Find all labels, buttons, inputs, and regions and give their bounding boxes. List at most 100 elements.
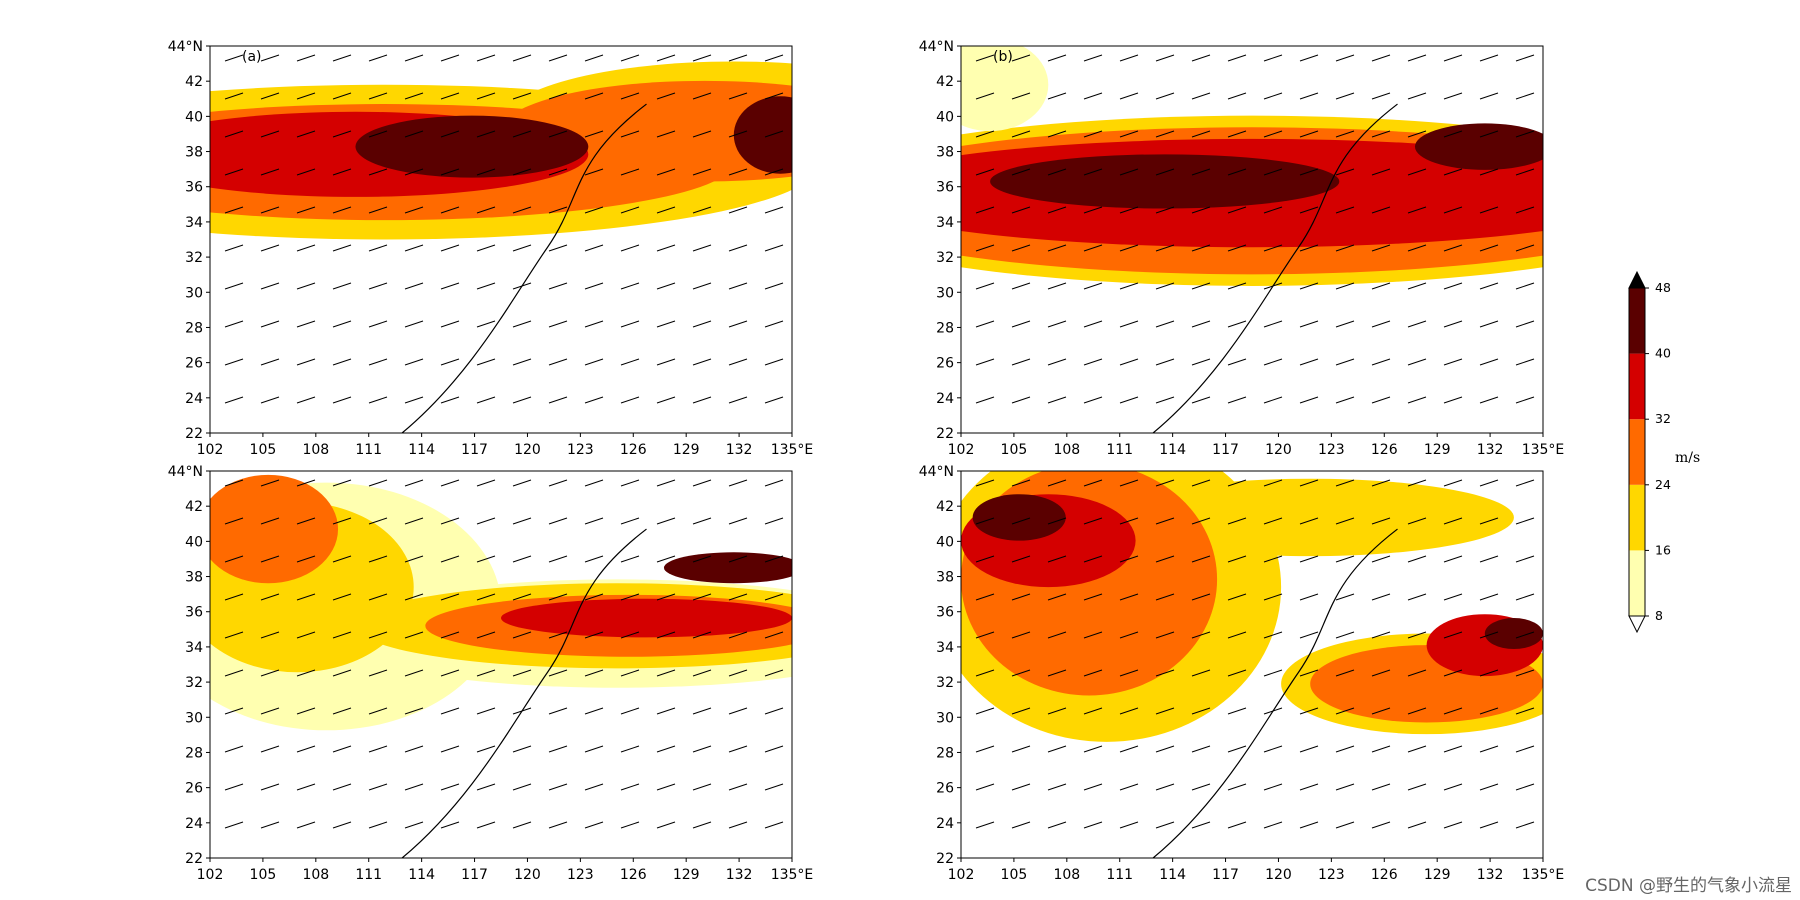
wind-barb: [440, 631, 460, 639]
wind-barb: [1263, 783, 1283, 791]
wind-barb: [1011, 244, 1031, 252]
wind-barb: [512, 479, 532, 487]
wind-barb: [368, 320, 388, 328]
wind-barb: [1335, 593, 1355, 601]
wind-barb: [1479, 92, 1499, 100]
x-tick-label: 108: [1053, 867, 1080, 883]
wind-barb: [368, 130, 388, 138]
x-tick-label: 111: [355, 442, 382, 458]
wind-barb: [975, 707, 995, 715]
wind-barb: [975, 396, 995, 404]
wind-speed-fill: [990, 154, 1340, 209]
wind-barb: [332, 206, 352, 214]
wind-barb: [656, 821, 676, 829]
wind-barb: [1335, 707, 1355, 715]
wind-barb: [1299, 54, 1319, 62]
wind-barb: [440, 745, 460, 753]
wind-barb: [1515, 631, 1535, 639]
wind-barb: [1407, 745, 1427, 753]
wind-barb: [476, 320, 496, 328]
wind-barb: [1155, 479, 1175, 487]
y-tick-label: 24: [185, 816, 203, 832]
wind-barb: [764, 244, 784, 252]
wind-barb: [1263, 555, 1283, 563]
wind-barb: [1083, 517, 1103, 525]
x-tick-label: 105: [250, 867, 277, 883]
wind-barb: [260, 745, 280, 753]
wind-barb: [1155, 282, 1175, 290]
wind-barb: [764, 783, 784, 791]
wind-barb: [1335, 821, 1355, 829]
wind-barb: [728, 244, 748, 252]
wind-barb: [656, 669, 676, 677]
wind-barb: [1119, 631, 1139, 639]
wind-barb: [476, 593, 496, 601]
wind-barb: [1479, 669, 1499, 677]
wind-barb: [584, 821, 604, 829]
y-tick-label: 24: [936, 391, 954, 407]
wind-barb: [368, 282, 388, 290]
wind-barb: [1335, 745, 1355, 753]
wind-barb: [1443, 320, 1463, 328]
wind-barb: [1263, 631, 1283, 639]
wind-barb: [1047, 358, 1067, 366]
wind-barb: [548, 479, 568, 487]
wind-barb: [1335, 244, 1355, 252]
wind-barb: [1047, 320, 1067, 328]
wind-barb: [1479, 783, 1499, 791]
y-tick-label: 44°N: [919, 39, 954, 55]
map-panel-d: 102 105 108 111 114 117 120 123 126 129 132 135°E 22…: [919, 464, 1565, 883]
wind-barb: [1227, 54, 1247, 62]
wind-barb: [1119, 54, 1139, 62]
wind-barb: [764, 320, 784, 328]
wind-barb: [764, 707, 784, 715]
wind-barb: [332, 669, 352, 677]
wind-barb: [1407, 707, 1427, 715]
wind-barb: [656, 244, 676, 252]
wind-speed-fill: [1106, 478, 1514, 557]
wind-barb: [1119, 282, 1139, 290]
wind-barb: [620, 282, 640, 290]
colorbar-tick-label: 32: [1655, 411, 1671, 426]
wind-barb: [1011, 358, 1031, 366]
wind-barb: [1299, 555, 1319, 563]
wind-barb: [975, 745, 995, 753]
wind-barb: [260, 396, 280, 404]
wind-barb: [1371, 54, 1391, 62]
x-tick-label: 126: [1371, 442, 1398, 458]
wind-barb: [1515, 669, 1535, 677]
wind-speed-fill: [733, 96, 792, 174]
wind-barb: [440, 206, 460, 214]
wind-barb: [404, 130, 424, 138]
wind-barb: [1371, 282, 1391, 290]
wind-barb: [975, 821, 995, 829]
wind-barb: [1191, 206, 1211, 214]
wind-barb: [620, 745, 640, 753]
wind-barb: [512, 320, 532, 328]
wind-barb: [1119, 320, 1139, 328]
wind-barb: [260, 821, 280, 829]
y-tick-label: 38: [185, 145, 203, 161]
colorbar-segment: [1629, 419, 1645, 485]
wind-barb: [1263, 130, 1283, 138]
wind-barb: [584, 54, 604, 62]
wind-barb: [1047, 92, 1067, 100]
wind-barb: [1515, 555, 1535, 563]
wind-barb: [1047, 54, 1067, 62]
wind-barb: [476, 168, 496, 176]
wind-barb: [224, 168, 244, 176]
wind-barb: [692, 745, 712, 753]
wind-barb: [1515, 745, 1535, 753]
wind-barb: [1083, 130, 1103, 138]
colorbar-tick-label: 48: [1655, 280, 1671, 295]
wind-barb: [1443, 479, 1463, 487]
wind-barb: [656, 54, 676, 62]
x-tick-label: 123: [567, 867, 594, 883]
map-frame: [960, 470, 1544, 859]
wind-barb: [1119, 358, 1139, 366]
wind-barb: [548, 821, 568, 829]
wind-barb: [656, 320, 676, 328]
wind-barb: [1083, 821, 1103, 829]
wind-barb: [764, 282, 784, 290]
wind-barb: [332, 358, 352, 366]
